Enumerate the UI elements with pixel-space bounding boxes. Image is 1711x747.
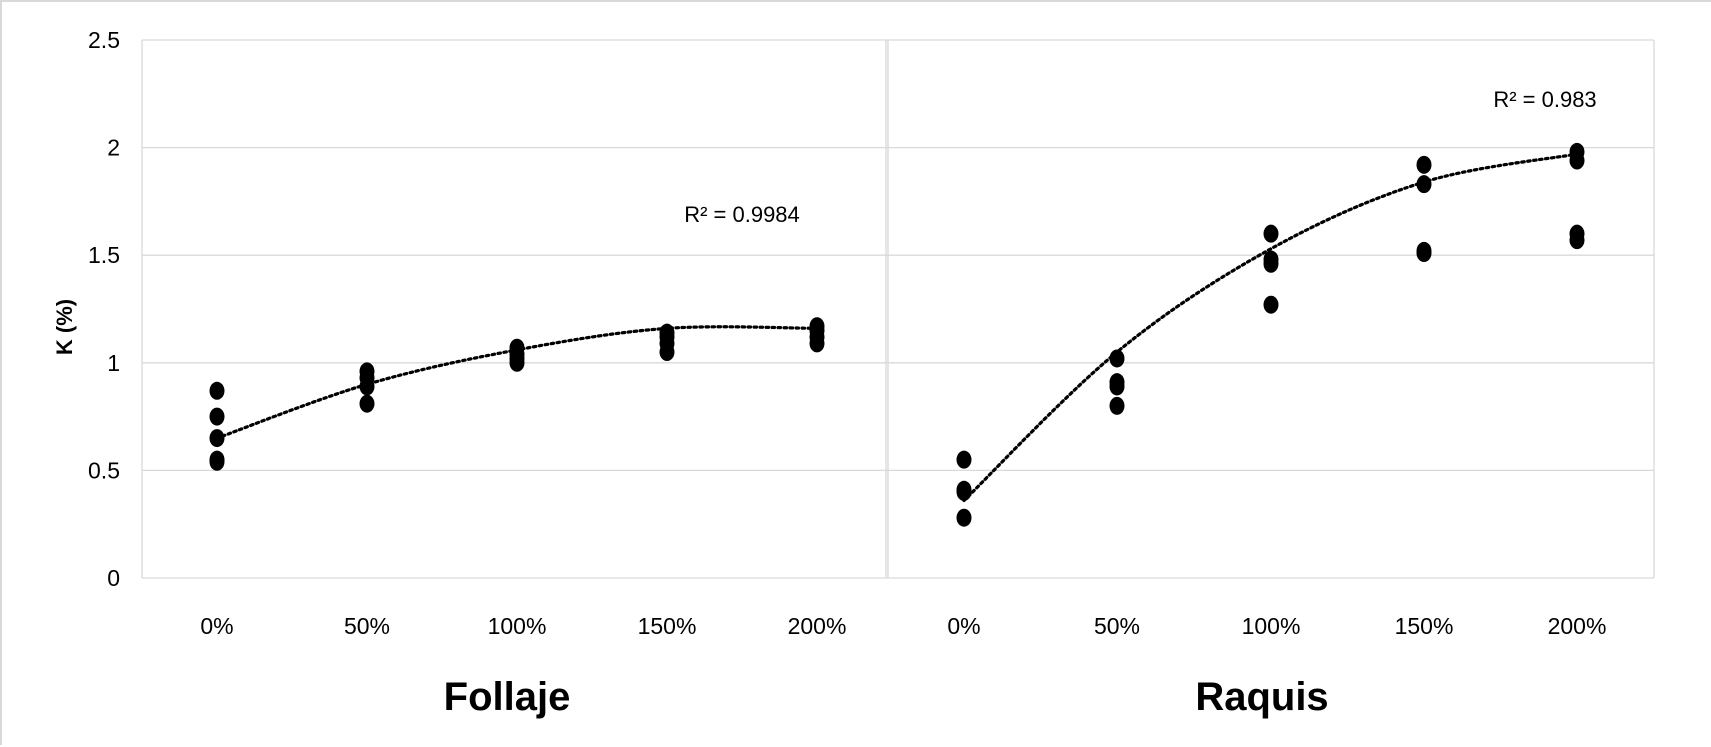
data-point — [956, 508, 972, 527]
y-tick-label: 2 — [107, 135, 120, 161]
label-layer: 0% 50% 100% 150% 200% Follaje R² = 0.9984 0% 50%… — [200, 87, 1606, 719]
data-point — [359, 394, 375, 413]
x-tick-label: 200% — [1548, 613, 1607, 639]
trend-layer — [215, 152, 1579, 503]
y-axis-label: K (%) — [52, 299, 77, 355]
data-point — [1416, 155, 1432, 174]
y-tick-label: 2.5 — [88, 27, 120, 53]
r2-label-0: R² = 0.9984 — [684, 202, 800, 227]
data-point — [209, 407, 225, 426]
data-point — [1416, 244, 1432, 263]
data-point — [1109, 377, 1125, 396]
data-point — [1263, 224, 1279, 243]
data-point — [809, 334, 825, 353]
x-tick-label: 150% — [638, 613, 697, 639]
panel-title-0: Follaje — [444, 675, 571, 719]
data-point — [359, 377, 375, 396]
y-tick-label: 1.5 — [88, 242, 120, 268]
data-point — [1569, 151, 1585, 170]
data-point — [209, 429, 225, 448]
y-tick-label: 0 — [107, 565, 120, 591]
x-tick-label: 50% — [344, 613, 390, 639]
y-tick-label: 1 — [107, 350, 120, 376]
x-tick-label: 150% — [1395, 613, 1454, 639]
point-layer — [209, 142, 1585, 527]
data-point — [1416, 175, 1432, 194]
grid-layer — [141, 39, 1655, 579]
data-point — [209, 452, 225, 471]
y-tick-label: 0.5 — [88, 457, 120, 483]
data-point — [509, 353, 525, 372]
data-point — [209, 381, 225, 400]
data-point — [956, 482, 972, 501]
x-tick-label: 100% — [1242, 613, 1301, 639]
x-tick-label: 100% — [488, 613, 547, 639]
data-point — [659, 343, 675, 362]
panel-title-1: Raquis — [1195, 675, 1328, 719]
x-tick-label: 0% — [200, 613, 233, 639]
x-tick-label: 200% — [788, 613, 847, 639]
r2-label-1: R² = 0.983 — [1493, 87, 1596, 112]
trendline-1 — [962, 152, 1579, 503]
data-point — [1109, 349, 1125, 368]
data-point — [956, 450, 972, 469]
data-point — [1263, 295, 1279, 314]
data-point — [1109, 396, 1125, 415]
data-point — [1263, 254, 1279, 273]
x-tick-label: 0% — [947, 613, 980, 639]
data-point — [1569, 231, 1585, 250]
x-tick-label: 50% — [1094, 613, 1140, 639]
axis-layer: K (%) 0 0.5 1 1.5 2 2.5 — [52, 27, 120, 591]
